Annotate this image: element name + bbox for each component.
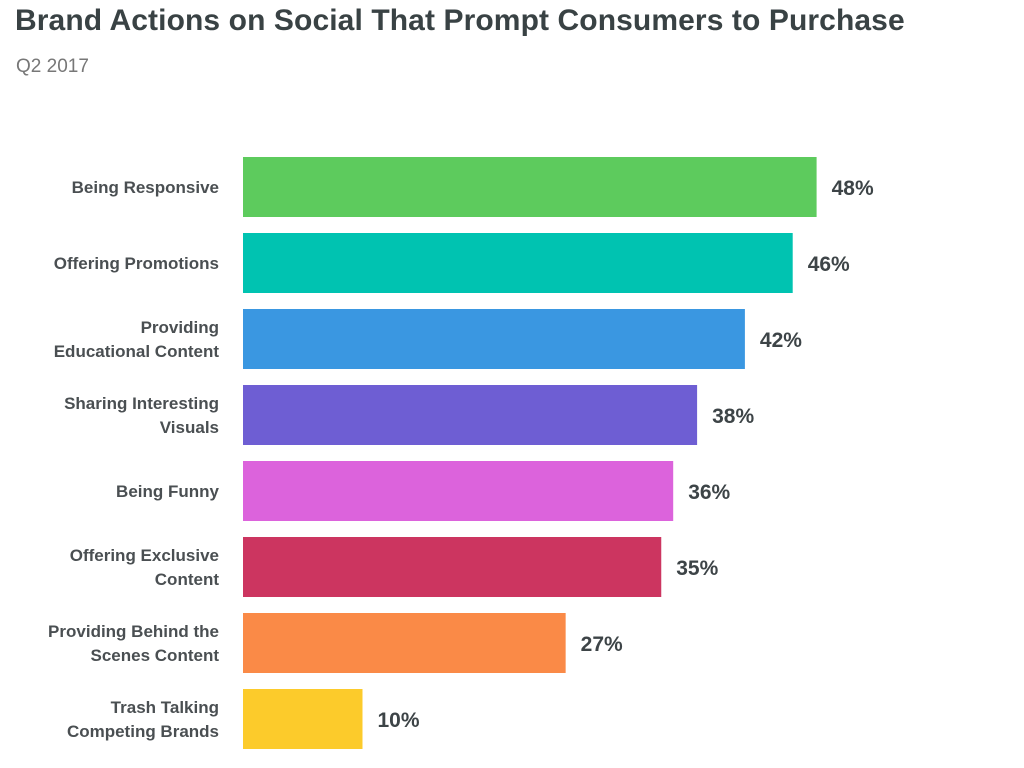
category-label-line: Being Funny	[116, 482, 219, 501]
bar	[243, 385, 698, 445]
value-label: 10%	[378, 709, 420, 732]
value-label: 48%	[832, 177, 874, 200]
category-label-line: Providing Behind the	[48, 622, 219, 641]
category-label: Offering Exclusive Content	[70, 546, 220, 589]
bar	[243, 309, 745, 369]
value-label: 38%	[712, 405, 754, 428]
category-label-line: Competing Brands	[67, 722, 219, 741]
category-label: Providing Behind the Scenes Content	[48, 622, 219, 665]
category-label: Being Responsive	[72, 178, 219, 197]
bar	[243, 461, 674, 521]
category-label-line: Providing	[141, 318, 219, 337]
category-label: Sharing Interesting Visuals	[64, 394, 219, 437]
value-label: 36%	[688, 481, 730, 504]
category-label-line: Sharing Interesting	[64, 394, 219, 413]
value-label: 35%	[676, 557, 718, 580]
value-label: 42%	[760, 329, 802, 352]
bar	[243, 689, 363, 749]
chart-subtitle: Q2 2017	[16, 56, 89, 77]
bar	[243, 157, 817, 217]
category-label-line: Visuals	[160, 418, 219, 437]
category-label-line: Offering Promotions	[54, 254, 219, 273]
bar	[243, 537, 662, 597]
value-label: 46%	[808, 253, 850, 276]
value-label: 27%	[581, 633, 623, 656]
bar	[243, 613, 566, 673]
category-label-line: Content	[155, 570, 220, 589]
category-label-line: Scenes Content	[91, 646, 220, 665]
category-label: Offering Promotions	[54, 254, 219, 273]
category-label-line: Being Responsive	[72, 178, 219, 197]
category-label-line: Offering Exclusive	[70, 546, 219, 565]
category-label: Providing Educational Content	[54, 318, 220, 361]
chart-title: Brand Actions on Social That Prompt Cons…	[15, 4, 905, 37]
category-label: Being Funny	[116, 482, 219, 501]
category-label-line: Trash Talking	[111, 698, 219, 717]
bar	[243, 233, 793, 293]
category-label-line: Educational Content	[54, 342, 220, 361]
category-label: Trash Talking Competing Brands	[67, 698, 219, 741]
